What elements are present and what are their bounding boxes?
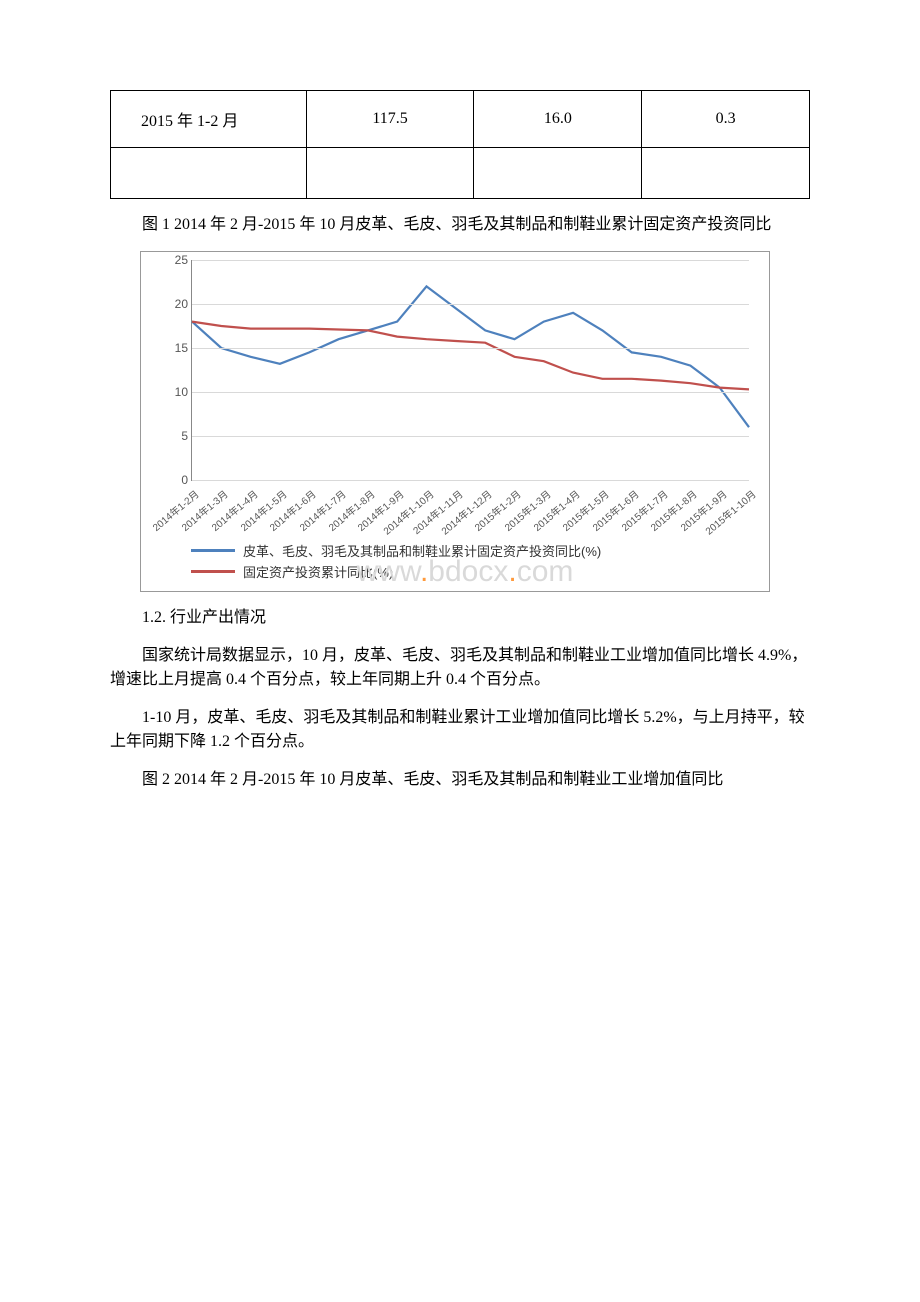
legend-swatch xyxy=(191,549,235,552)
table-cell: 16.0 xyxy=(474,91,642,148)
chart-series-line xyxy=(192,286,749,427)
table-cell xyxy=(642,148,810,199)
y-axis-tick: 0 xyxy=(162,473,188,487)
chart-series-line xyxy=(192,322,749,390)
y-axis-tick: 20 xyxy=(162,297,188,311)
figure-2-caption: 图 2 2014 年 2 月-2015 年 10 月皮革、毛皮、羽毛及其制品和制… xyxy=(110,768,810,792)
paragraph-1: 国家统计局数据显示，10 月，皮革、毛皮、羽毛及其制品和制鞋业工业增加值同比增长… xyxy=(110,644,810,692)
chart-1: 05101520252014年1-2月2014年1-3月2014年1-4月201… xyxy=(140,251,770,592)
table-cell: 117.5 xyxy=(306,91,474,148)
y-axis-tick: 10 xyxy=(162,385,188,399)
chart-1-legend: 皮革、毛皮、羽毛及其制品和制鞋业累计固定资产投资同比(%) 固定资产投资累计同比(… xyxy=(191,541,759,581)
legend-label: 皮革、毛皮、羽毛及其制品和制鞋业累计固定资产投资同比(%) xyxy=(243,541,601,560)
y-axis-tick: 5 xyxy=(162,429,188,443)
legend-item: 固定资产投资累计同比(%) xyxy=(191,562,759,581)
data-table: 2015 年 1-2 月117.516.00.3 xyxy=(110,90,810,199)
table-row xyxy=(111,148,810,199)
paragraph-2: 1-10 月，皮革、毛皮、羽毛及其制品和制鞋业累计工业增加值同比增长 5.2%，… xyxy=(110,706,810,754)
table-cell xyxy=(111,148,307,199)
table-cell: 0.3 xyxy=(642,91,810,148)
table-cell xyxy=(306,148,474,199)
y-axis-tick: 25 xyxy=(162,253,188,267)
table-cell: 2015 年 1-2 月 xyxy=(111,91,307,148)
figure-1-caption: 图 1 2014 年 2 月-2015 年 10 月皮革、毛皮、羽毛及其制品和制… xyxy=(110,213,810,237)
table-row: 2015 年 1-2 月117.516.00.3 xyxy=(111,91,810,148)
legend-item: 皮革、毛皮、羽毛及其制品和制鞋业累计固定资产投资同比(%) xyxy=(191,541,759,560)
table-cell xyxy=(474,148,642,199)
legend-label: 固定资产投资累计同比(%) xyxy=(243,562,393,581)
section-1-2-heading: 1.2. 行业产出情况 xyxy=(110,606,810,630)
y-axis-tick: 15 xyxy=(162,341,188,355)
legend-swatch xyxy=(191,570,235,573)
